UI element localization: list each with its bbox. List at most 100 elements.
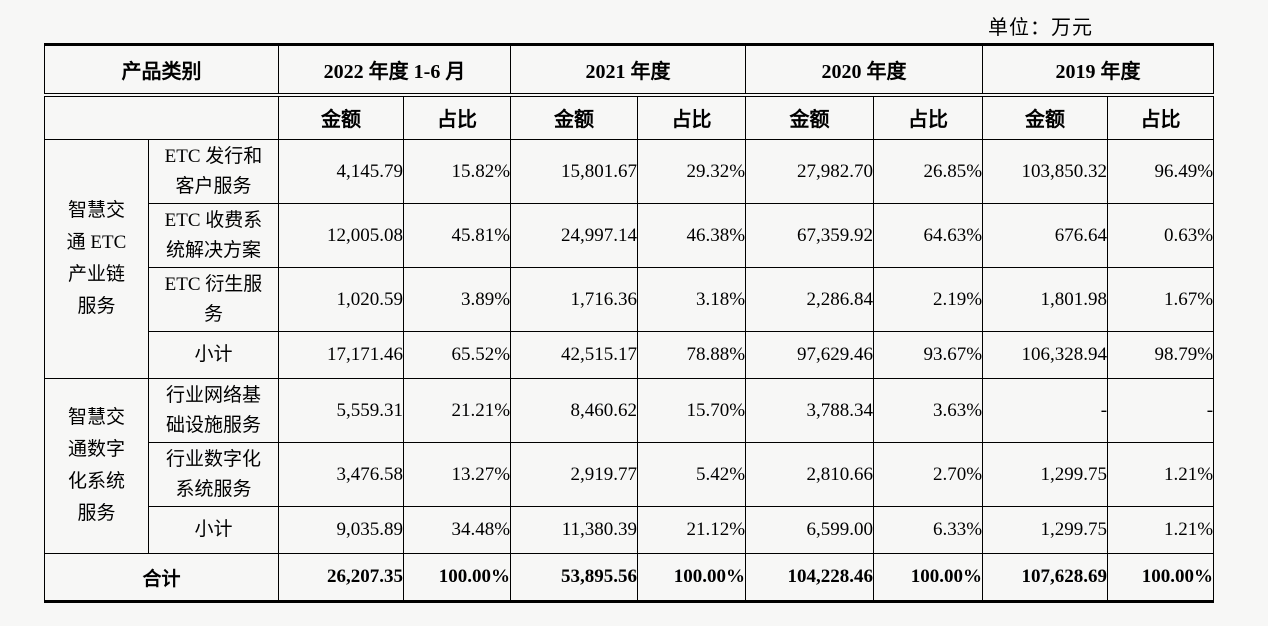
header-row-columns: 金额 占比 金额 占比 金额 占比 金额 占比: [44, 94, 1215, 140]
amount-cell: 3,788.34: [745, 378, 875, 443]
header-ratio-2022h1: 占比: [402, 94, 512, 140]
amount-cell: 26,207.35: [278, 553, 404, 602]
amount-cell: 53,895.56: [510, 553, 639, 602]
ratio-cell: 100.00%: [873, 553, 984, 602]
table-row: 行业数字化 系统服务 3,476.58 13.27% 2,919.77 5.42…: [45, 442, 1215, 507]
ratio-cell: 100.00%: [402, 553, 512, 602]
total-row: 合计 26,207.35 100.00% 53,895.56 100.00% 1…: [44, 553, 1215, 602]
ratio-cell: 1.21%: [1107, 442, 1215, 507]
header-blank-cell: [44, 94, 279, 140]
amount-cell: 12,005.08: [278, 203, 404, 268]
header-period-2021: 2021 年度: [510, 44, 747, 97]
ratio-cell: 2.19%: [873, 267, 984, 332]
ratio-cell: 2.70%: [873, 442, 984, 507]
ratio-cell: 98.79%: [1107, 331, 1215, 379]
row-label: 小计: [148, 331, 279, 379]
amount-cell: 2,919.77: [510, 442, 639, 507]
ratio-cell: 0.63%: [1107, 203, 1215, 268]
amount-cell: 106,328.94: [982, 331, 1109, 379]
ratio-cell: -: [1107, 378, 1215, 443]
amount-cell: 103,850.32: [982, 139, 1109, 204]
amount-cell: 8,460.62: [510, 378, 639, 443]
header-ratio-2021: 占比: [637, 94, 747, 140]
amount-cell: 24,997.14: [510, 203, 639, 268]
table-row: 智慧交 通 ETC 产业链 服务 ETC 发行和 客户服务 4,145.79 1…: [44, 139, 1215, 379]
amount-cell: 676.64: [982, 203, 1109, 268]
table-row: ETC 收费系 统解决方案 12,005.08 45.81% 24,997.14…: [45, 203, 1215, 268]
header-product-category: 产品类别: [44, 44, 279, 97]
ratio-cell: 21.21%: [402, 378, 512, 443]
table-row: 智慧交 通数字 化系统 服务 行业网络基 础设施服务 5,559.31 21.2…: [44, 378, 1215, 554]
header-period-2019: 2019 年度: [982, 44, 1215, 97]
table-row: ETC 衍生服 务 1,020.59 3.89% 1,716.36 3.18% …: [45, 267, 1215, 332]
ratio-cell: 6.33%: [873, 506, 984, 554]
header-period-2022h1: 2022 年度 1-6 月: [277, 44, 512, 97]
amount-cell: 9,035.89: [278, 506, 404, 554]
ratio-cell: 100.00%: [1107, 553, 1215, 602]
ratio-cell: 5.42%: [637, 442, 747, 507]
amount-cell: -: [982, 378, 1109, 443]
header-amount-2019: 金额: [982, 94, 1109, 140]
amount-cell: 1,716.36: [510, 267, 639, 332]
ratio-cell: 1.67%: [1107, 267, 1215, 332]
ratio-cell: 26.85%: [873, 139, 984, 204]
total-label: 合计: [44, 553, 279, 602]
ratio-cell: 29.32%: [637, 139, 747, 204]
row-label: ETC 发行和 客户服务: [148, 139, 279, 204]
ratio-cell: 3.89%: [402, 267, 512, 332]
unit-label: 单位：万元: [988, 17, 1093, 39]
amount-cell: 97,629.46: [745, 331, 875, 379]
ratio-cell: 1.21%: [1107, 506, 1215, 554]
row-label: 行业网络基 础设施服务: [148, 378, 279, 443]
row-label: 小计: [148, 506, 279, 554]
ratio-cell: 3.63%: [873, 378, 984, 443]
ratio-cell: 64.63%: [873, 203, 984, 268]
ratio-cell: 100.00%: [637, 553, 747, 602]
amount-cell: 104,228.46: [745, 553, 875, 602]
amount-cell: 42,515.17: [510, 331, 639, 379]
amount-cell: 27,982.70: [745, 139, 875, 204]
amount-cell: 15,801.67: [510, 139, 639, 204]
amount-cell: 4,145.79: [278, 139, 404, 204]
ratio-cell: 65.52%: [402, 331, 512, 379]
header-ratio-2020: 占比: [873, 94, 984, 140]
revenue-breakdown-table: 产品类别 2022 年度 1-6 月 2021 年度 2020 年度 2019 …: [44, 43, 1215, 603]
amount-cell: 67,359.92: [745, 203, 875, 268]
amount-cell: 107,628.69: [982, 553, 1109, 602]
row-label: ETC 收费系 统解决方案: [148, 203, 279, 268]
amount-cell: 2,810.66: [745, 442, 875, 507]
ratio-cell: 45.81%: [402, 203, 512, 268]
amount-cell: 6,599.00: [745, 506, 875, 554]
ratio-cell: 15.70%: [637, 378, 747, 443]
header-ratio-2019: 占比: [1107, 94, 1215, 140]
amount-cell: 11,380.39: [510, 506, 639, 554]
amount-cell: 5,559.31: [278, 378, 404, 443]
ratio-cell: 46.38%: [637, 203, 747, 268]
ratio-cell: 93.67%: [873, 331, 984, 379]
header-row-periods: 产品类别 2022 年度 1-6 月 2021 年度 2020 年度 2019 …: [44, 44, 1215, 97]
header-amount-2020: 金额: [745, 94, 875, 140]
group-label-digital-systems: 智慧交 通数字 化系统 服务: [44, 378, 149, 554]
ratio-cell: 78.88%: [637, 331, 747, 379]
amount-cell: 2,286.84: [745, 267, 875, 332]
subtotal-row: 小计 17,171.46 65.52% 42,515.17 78.88% 97,…: [45, 331, 1215, 379]
amount-cell: 1,020.59: [278, 267, 404, 332]
ratio-cell: 96.49%: [1107, 139, 1215, 204]
amount-cell: 1,299.75: [982, 442, 1109, 507]
subtotal-row: 小计 9,035.89 34.48% 11,380.39 21.12% 6,59…: [45, 506, 1215, 554]
ratio-cell: 3.18%: [637, 267, 747, 332]
header-amount-2022h1: 金额: [278, 94, 404, 140]
ratio-cell: 21.12%: [637, 506, 747, 554]
amount-cell: 17,171.46: [278, 331, 404, 379]
header-amount-2021: 金额: [510, 94, 639, 140]
ratio-cell: 13.27%: [402, 442, 512, 507]
ratio-cell: 34.48%: [402, 506, 512, 554]
row-label: ETC 衍生服 务: [148, 267, 279, 332]
group-label-etc-chain: 智慧交 通 ETC 产业链 服务: [44, 139, 149, 379]
header-period-2020: 2020 年度: [745, 44, 984, 97]
amount-cell: 1,801.98: [982, 267, 1109, 332]
ratio-cell: 15.82%: [402, 139, 512, 204]
row-label: 行业数字化 系统服务: [148, 442, 279, 507]
amount-cell: 1,299.75: [982, 506, 1109, 554]
